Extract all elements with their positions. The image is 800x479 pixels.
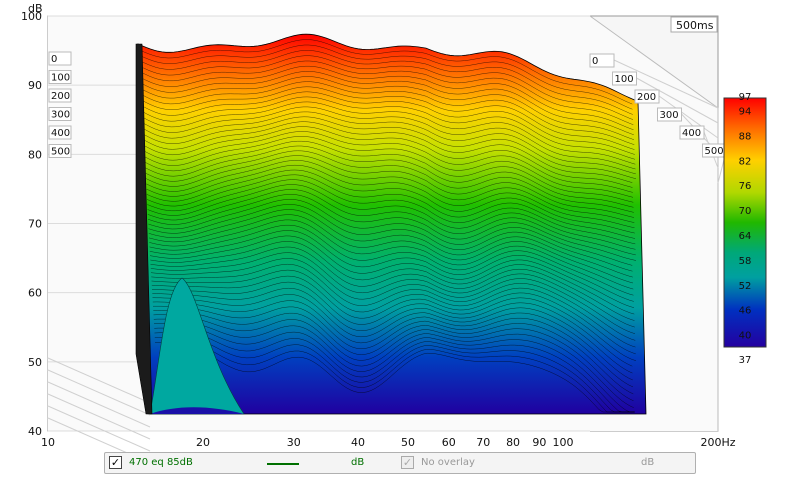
colorbar-tick: 64 bbox=[739, 231, 752, 242]
colorbar-tick: 94 bbox=[739, 106, 752, 117]
svg-text:500ms: 500ms bbox=[676, 19, 714, 32]
y-tick-label: 100 bbox=[21, 10, 42, 23]
x-axis: 10 20 30 40 50 60 70 80 90 100 200Hz bbox=[41, 436, 736, 449]
time-tick-right: 200 bbox=[634, 89, 660, 104]
time-tick-left: 400 bbox=[48, 125, 72, 140]
colorbar-tick: 88 bbox=[739, 131, 752, 142]
x-tick-label: 90 bbox=[532, 436, 546, 449]
overlay-checkbox[interactable]: ✓ bbox=[401, 456, 414, 469]
x-tick-label: 60 bbox=[442, 436, 456, 449]
x-tick-label: 10 bbox=[41, 436, 55, 449]
svg-text:0: 0 bbox=[51, 54, 57, 65]
time-tick-right: 300 bbox=[657, 107, 682, 122]
svg-text:500: 500 bbox=[51, 147, 70, 158]
overlay-unit: dB bbox=[641, 457, 655, 468]
x-tick-label: 80 bbox=[506, 436, 520, 449]
color-scale: 97 94 88 82 76 70 64 58 52 46 40 37 bbox=[723, 92, 767, 366]
y-unit-label: dB bbox=[28, 2, 43, 15]
y-tick-label: 50 bbox=[28, 356, 42, 369]
time-tick-left: 0 bbox=[48, 51, 72, 66]
colorbar-tick: 70 bbox=[739, 206, 752, 217]
x-tick-label: 30 bbox=[287, 436, 301, 449]
colorbar-tick: 37 bbox=[739, 355, 752, 366]
x-tick-label: 100 bbox=[552, 436, 573, 449]
time-axis-left: 0 100 200 300 400 500 bbox=[48, 51, 72, 158]
svg-text:200: 200 bbox=[51, 91, 70, 102]
x-tick-label: 200Hz bbox=[700, 436, 735, 449]
measurement-label: 470 eq 85dB bbox=[129, 457, 193, 468]
measurement-checkbox[interactable]: ✓ bbox=[109, 456, 122, 469]
time-tick-left: 500 bbox=[48, 144, 72, 158]
svg-text:300: 300 bbox=[51, 110, 70, 121]
svg-text:0: 0 bbox=[592, 56, 598, 67]
time-tick-right: 100 bbox=[612, 71, 637, 86]
svg-text:400: 400 bbox=[51, 128, 70, 139]
x-tick-label: 50 bbox=[401, 436, 415, 449]
legend-bar: ✓ 470 eq 85dB dB ✓ No overlay dB bbox=[104, 452, 696, 474]
colorbar-tick: 58 bbox=[739, 256, 752, 267]
time-tick-left: 100 bbox=[48, 70, 72, 84]
svg-text:400: 400 bbox=[682, 128, 701, 139]
waterfall-surface bbox=[135, 33, 647, 415]
measurement-unit: dB bbox=[351, 457, 365, 468]
time-tick-left: 200 bbox=[48, 88, 72, 103]
svg-text:500: 500 bbox=[705, 146, 724, 157]
x-tick-label: 70 bbox=[476, 436, 490, 449]
colorbar-tick: 76 bbox=[739, 181, 752, 192]
colorbar-tick: 46 bbox=[739, 306, 752, 317]
colorbar-tick: 40 bbox=[739, 331, 752, 342]
svg-text:300: 300 bbox=[660, 110, 679, 121]
y-tick-label: 60 bbox=[28, 287, 42, 300]
y-tick-label: 40 bbox=[28, 425, 42, 438]
y-tick-label: 70 bbox=[28, 218, 42, 231]
time-max-label: 500ms bbox=[670, 16, 718, 33]
time-tick-right: 500 bbox=[702, 143, 727, 158]
svg-text:200: 200 bbox=[637, 92, 656, 103]
svg-text:100: 100 bbox=[615, 74, 634, 85]
y-tick-label: 90 bbox=[28, 79, 42, 92]
time-tick-left: 300 bbox=[48, 107, 72, 121]
colorbar-tick: 97 bbox=[739, 92, 752, 103]
overlay-label: No overlay bbox=[421, 457, 475, 468]
measurement-line-swatch bbox=[267, 463, 299, 465]
x-tick-label: 20 bbox=[196, 436, 210, 449]
time-tick-right: 400 bbox=[679, 125, 705, 140]
y-axis: 100 90 80 70 60 50 40 bbox=[21, 10, 42, 438]
colorbar-tick: 82 bbox=[739, 156, 752, 167]
colorbar-tick: 52 bbox=[739, 281, 752, 292]
y-tick-label: 80 bbox=[28, 148, 42, 161]
svg-text:100: 100 bbox=[51, 73, 70, 84]
time-tick-right: 0 bbox=[589, 53, 615, 68]
x-tick-label: 40 bbox=[351, 436, 365, 449]
